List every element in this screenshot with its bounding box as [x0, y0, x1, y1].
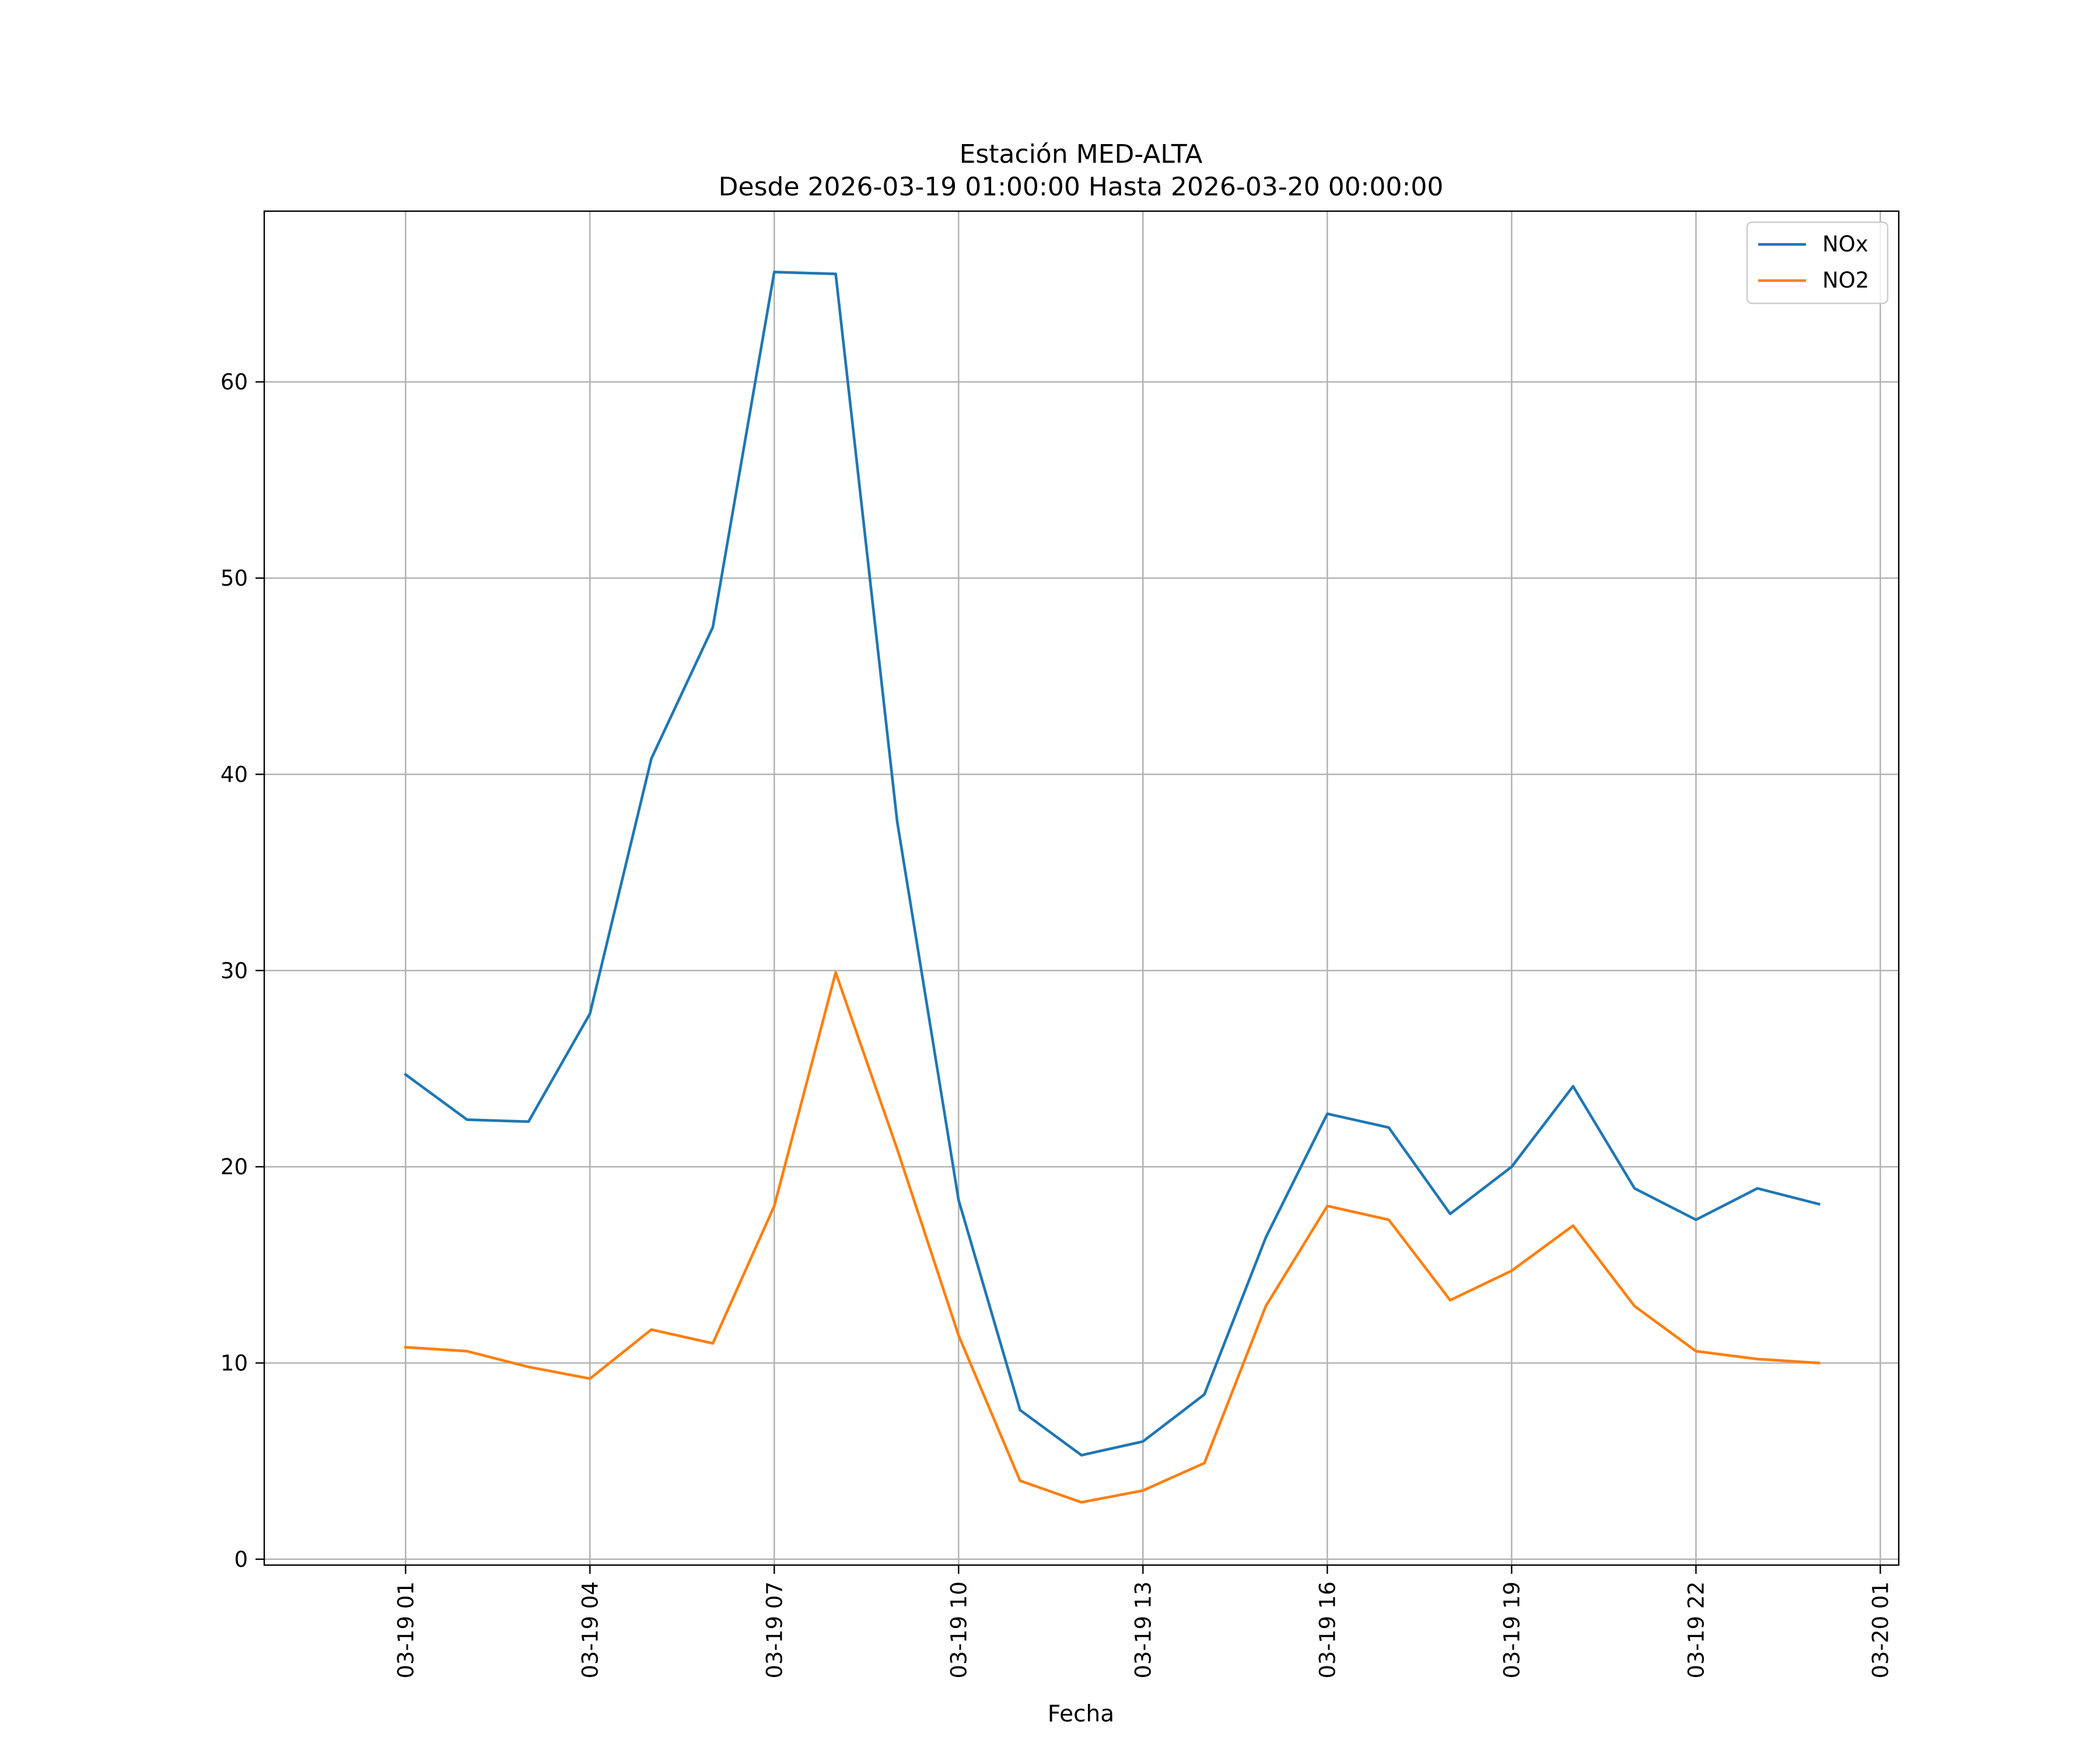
x-tick-label: 03-19 13: [1130, 1581, 1156, 1678]
series-lines: [404, 270, 1821, 1504]
y-tick-label: 20: [220, 1154, 248, 1180]
x-tick-label: 03-19 22: [1684, 1581, 1709, 1678]
series-line-no2: [404, 971, 1821, 1504]
x-tick-label: 03-19 04: [578, 1581, 603, 1678]
plot-frame: [263, 210, 1900, 1566]
x-tick-label: 03-19 10: [946, 1581, 971, 1678]
y-axis-ticks: 0 10 20 30 40 50 60: [220, 370, 264, 1572]
series-line-nox: [404, 270, 1821, 1457]
y-tick-label: 40: [220, 762, 248, 787]
chart-title: Estación MED-ALTA: [960, 139, 1203, 169]
x-tick-label: 03-20 01: [1868, 1581, 1893, 1678]
x-tick-label: 03-19 16: [1315, 1581, 1340, 1678]
legend-box: [1746, 221, 1889, 304]
y-tick-label: 30: [220, 958, 248, 984]
chart-subtitle: Desde 2026-03-19 01:00:00 Hasta 2026-03-…: [719, 172, 1444, 202]
x-axis-ticks: 03-19 01 03-19 04 03-19 07 03-19 10 03-19 13…: [393, 1565, 1893, 1678]
y-tick-label: 0: [234, 1547, 248, 1572]
y-tick-label: 10: [220, 1351, 248, 1376]
legend-label-nox: NOx: [1822, 232, 1868, 257]
x-tick-label: 03-19 01: [393, 1581, 418, 1678]
y-tick-label: 50: [220, 566, 248, 591]
grid-lines: [264, 211, 1899, 1565]
x-axis-label: Fecha: [1048, 1701, 1114, 1727]
legend: NOx NO2: [1746, 221, 1889, 304]
x-tick-label: 03-19 07: [762, 1581, 787, 1678]
y-tick-label: 60: [220, 370, 248, 395]
x-tick-label: 03-19 19: [1499, 1581, 1524, 1678]
legend-label-no2: NO2: [1822, 268, 1869, 293]
